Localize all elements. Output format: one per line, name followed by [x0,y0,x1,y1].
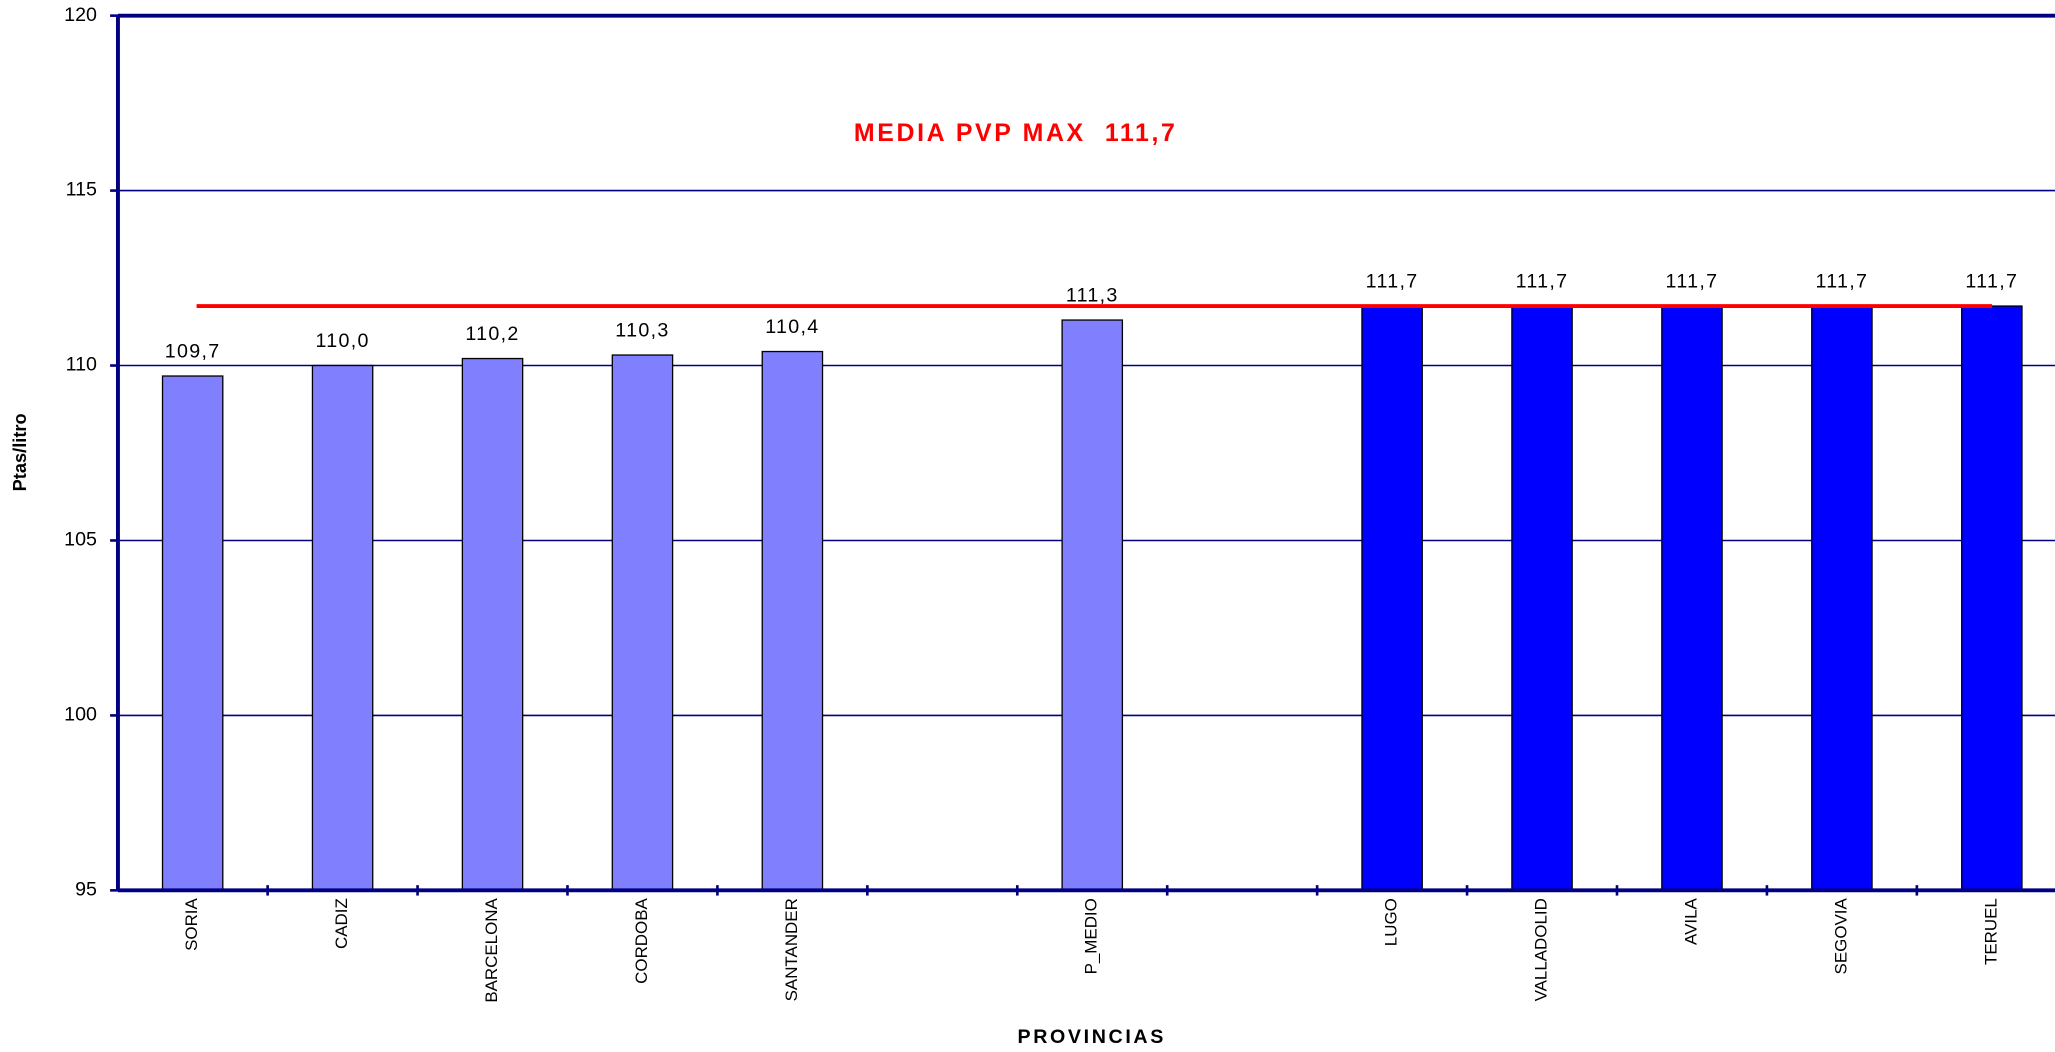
y-tick-label: 105 [64,529,97,551]
x-axis-label: PROVINCIAS [1017,1026,1165,1048]
y-tick-label: 110 [66,354,97,376]
y-tick-label: 120 [64,4,97,26]
bar [1361,305,1423,892]
x-tick-label: AVILA [1681,898,1700,945]
bar [761,350,824,892]
y-tick-label: 115 [66,179,97,201]
bar [161,375,224,892]
data-label: 111,3 [1066,285,1119,307]
y-axis-label: Ptas/litro [9,413,30,491]
data-label: 111,7 [1815,271,1868,293]
bar [311,364,374,892]
data-label: 111,7 [1666,271,1719,293]
data-label: 111,7 [1516,271,1569,293]
data-label: 111,7 [1366,271,1419,293]
x-tick-label: TERUEL [1981,898,2000,965]
data-label: 110,3 [615,320,669,342]
bar [1061,319,1124,892]
bar [1511,305,1573,892]
bar [1811,305,1873,892]
bar [611,354,674,892]
x-tick-label: SEGOVIA [1831,898,1850,975]
x-tick-label: SANTANDER [782,898,801,1001]
x-tick-label: LUGO [1382,898,1401,946]
x-tick-label: P_MEDIO [1082,898,1101,974]
y-tick-label: 100 [64,704,97,726]
x-tick-label: BARCELONA [482,898,501,1003]
x-tick-label: SORIA [182,898,201,951]
bar [1661,305,1723,892]
data-label: 110,2 [465,323,519,345]
x-tick-label: CORDOBA [632,898,651,984]
y-tick-label: 95 [75,879,97,901]
data-label: 110,4 [765,316,819,338]
bar [1961,305,2023,892]
x-tick-label: CADIZ [332,898,351,949]
data-label: 110,0 [315,330,369,352]
data-label: 111,7 [1965,271,2018,293]
x-tick-label: VALLADOLID [1531,898,1550,1001]
bar [461,357,524,892]
reference-label: MEDIA PVP MAX 111,7 [854,120,1178,147]
data-label: 109,7 [165,341,221,363]
